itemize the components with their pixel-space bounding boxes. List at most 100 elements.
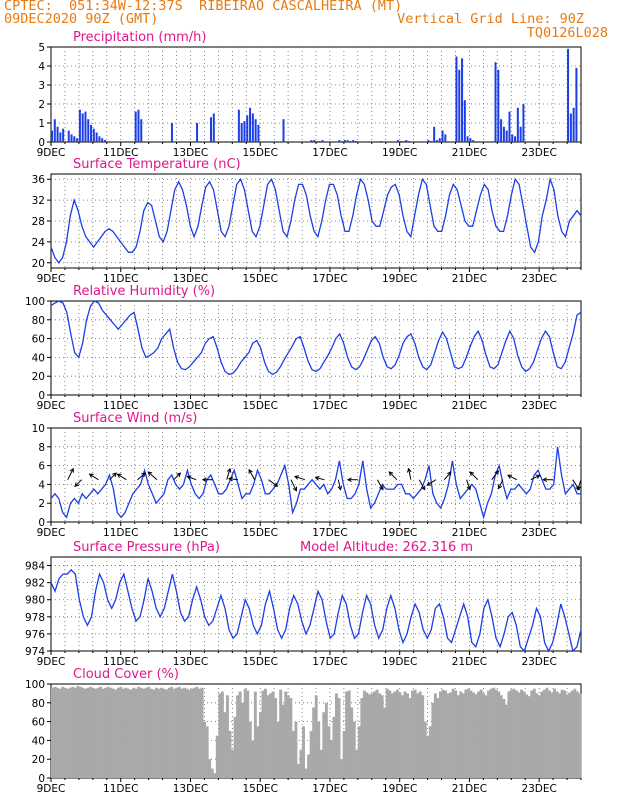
cloud-bar xyxy=(152,689,156,778)
temp-xtick-label: 17DEC xyxy=(312,273,347,285)
cloud-bar xyxy=(215,735,219,778)
wind-xtick-label: 15DEC xyxy=(242,527,277,539)
cloud-xtick-label: 19DEC xyxy=(382,783,417,795)
cloud-bar xyxy=(464,689,468,778)
cloud-title: Cloud Cover (%) xyxy=(73,667,179,682)
cloud-bar xyxy=(504,704,508,778)
wind-ytick-label: 6 xyxy=(38,461,45,473)
cloud-bar xyxy=(477,691,480,778)
precip-bar xyxy=(313,140,316,142)
precip-bar xyxy=(338,140,341,142)
wind-arrow-head xyxy=(469,471,475,476)
precip-bar xyxy=(92,128,95,142)
cloud-bar xyxy=(53,686,57,778)
cloud-bar xyxy=(494,689,498,778)
wind-arrow-head xyxy=(421,485,426,491)
cloud-bar xyxy=(228,731,232,778)
cloud-bar xyxy=(175,687,179,778)
wind-ytick-label: 4 xyxy=(38,479,45,491)
cloud-bar xyxy=(162,688,166,778)
cloud-ytick-label: 0 xyxy=(38,773,45,785)
cloud-bar xyxy=(431,702,435,778)
cloud-bar xyxy=(530,690,534,778)
cloud-bar xyxy=(73,687,77,778)
precip-bar xyxy=(569,113,572,142)
cloud-bar xyxy=(428,726,432,778)
cloud-bar xyxy=(137,686,141,778)
cloud-bar xyxy=(332,716,336,778)
press-xtick-label: 21DEC xyxy=(452,656,487,668)
cloud-bar xyxy=(449,692,453,778)
cloud-bar xyxy=(241,702,245,778)
temp-xtick-label: 19DEC xyxy=(382,273,417,285)
precip-bar xyxy=(346,140,349,142)
cloud-bar xyxy=(210,768,214,778)
precip-bar xyxy=(466,136,469,142)
temp-xtick-label: 13DEC xyxy=(173,273,208,285)
cloud-bar xyxy=(487,690,491,778)
precip-xtick-label: 23DEC xyxy=(521,147,556,159)
cloud-bar xyxy=(497,691,501,778)
precip-bar xyxy=(95,132,98,142)
precip-bar xyxy=(70,134,73,142)
cloud-bar xyxy=(66,688,70,778)
cloud-bar xyxy=(195,686,199,778)
cloud-bar xyxy=(266,695,270,778)
cloud-bar xyxy=(251,740,255,778)
cloud-bar xyxy=(408,698,412,778)
wind-arrow-head xyxy=(201,477,207,483)
rh-xtick-label: 21DEC xyxy=(452,400,487,412)
press-xtick-label: 9DEC xyxy=(37,656,66,668)
wind-ytick-label: 0 xyxy=(38,517,45,529)
precip-bar xyxy=(461,58,464,142)
cloud-xtick-label: 11DEC xyxy=(103,783,138,795)
cloud-bar xyxy=(170,686,174,778)
wind-arrow xyxy=(577,479,582,490)
wind-arrow xyxy=(388,471,398,481)
precip-bar xyxy=(494,62,497,143)
precip-bar xyxy=(316,141,318,142)
cloud-bar xyxy=(350,707,354,778)
temp-ytick-label: 32 xyxy=(32,195,45,207)
precip-bar xyxy=(251,113,254,142)
press-xtick-label: 13DEC xyxy=(173,656,208,668)
wind-arrow-head xyxy=(248,468,253,474)
cloud-bar xyxy=(575,691,579,778)
cloud-bar xyxy=(182,687,186,778)
cloud-bar xyxy=(517,692,521,778)
precip-bar xyxy=(433,126,436,142)
cloud-bar xyxy=(63,687,67,778)
cloud-bar xyxy=(94,688,98,778)
wind-arrow-head xyxy=(186,475,192,480)
precip-bar xyxy=(519,126,522,142)
wind-arrow-head xyxy=(535,474,541,479)
precip-xtick-label: 19DEC xyxy=(382,147,417,159)
wind-arrow xyxy=(469,471,479,481)
rh-xtick-label: 13DEC xyxy=(173,400,208,412)
cloud-bar xyxy=(570,690,574,778)
precip-bar xyxy=(455,56,458,142)
wind-arrow xyxy=(229,478,238,481)
cloud-bar xyxy=(76,685,80,778)
press-xtick-label: 11DEC xyxy=(103,656,138,668)
wind-xtick-label: 21DEC xyxy=(452,527,487,539)
precip-bar xyxy=(575,67,578,142)
cloud-bar xyxy=(441,689,445,778)
cloud-bar xyxy=(157,688,161,778)
cloud-bar xyxy=(294,721,298,778)
wind-xtick-label: 19DEC xyxy=(382,527,417,539)
cloud-bar xyxy=(139,687,143,778)
cloud-bar xyxy=(403,691,407,778)
cloud-bar xyxy=(225,695,229,778)
cloud-bar xyxy=(89,686,92,778)
wind-arrow-head xyxy=(74,482,80,488)
precip-ytick-label: 4 xyxy=(38,61,45,73)
cloud-bar xyxy=(492,687,496,778)
wind-series-line xyxy=(50,446,581,520)
cloud-bar xyxy=(360,698,364,778)
cloud-bar xyxy=(223,712,227,778)
wind-arrow xyxy=(248,469,256,480)
cloud-bar xyxy=(233,716,237,778)
cloud-bar xyxy=(220,691,224,778)
cloud-bar xyxy=(104,687,108,778)
